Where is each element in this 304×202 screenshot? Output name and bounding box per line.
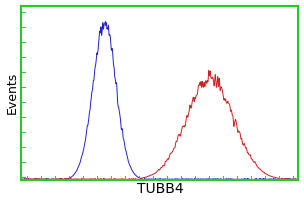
X-axis label: TUBB4: TUBB4 [136,182,183,196]
Y-axis label: Events: Events [5,72,19,114]
